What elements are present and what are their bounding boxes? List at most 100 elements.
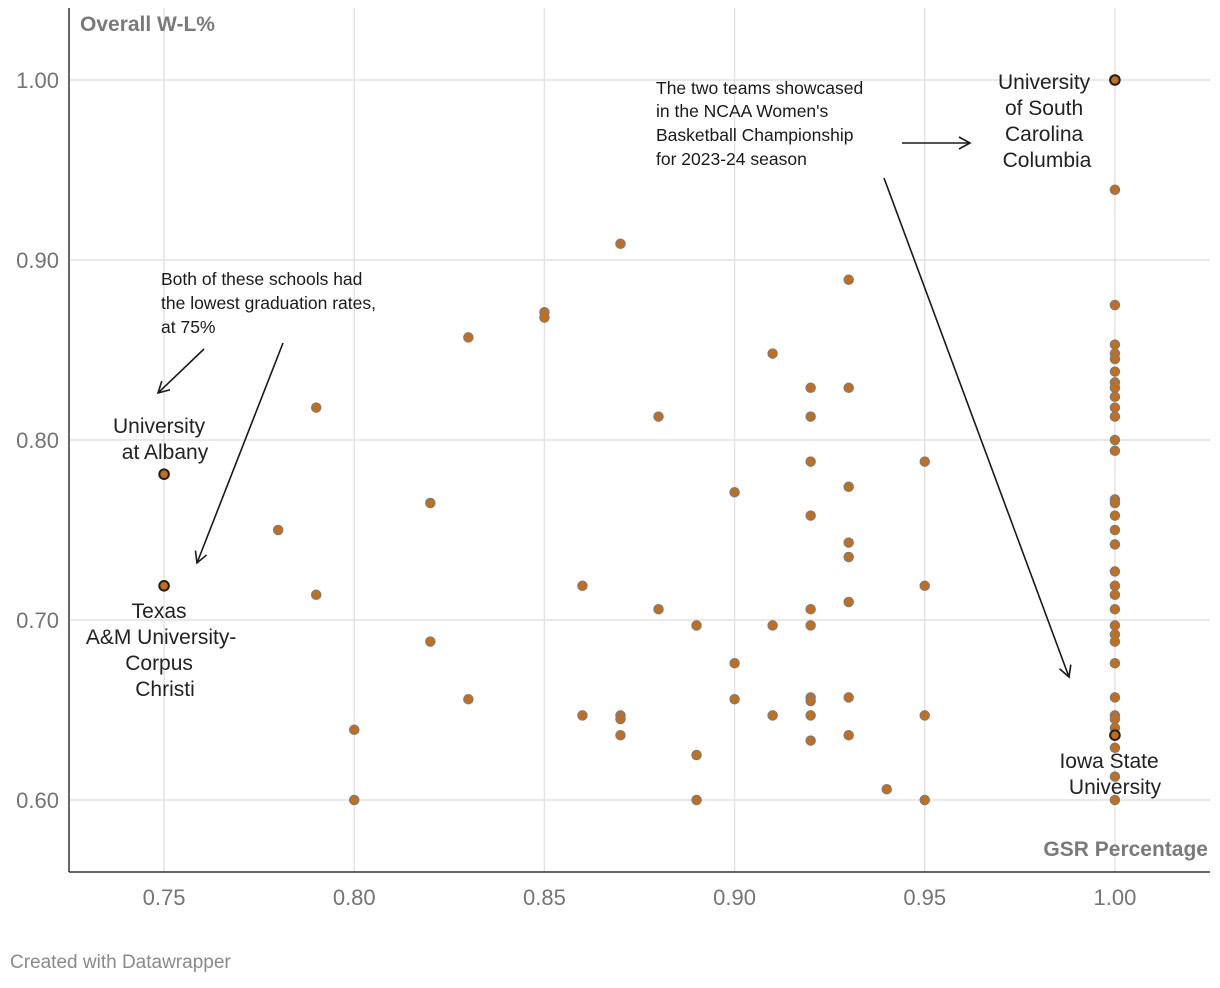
data-point [729, 657, 740, 669]
data-point [1109, 589, 1121, 601]
data-point [805, 411, 816, 422]
label-south-carolina: University of South Carolina Columbia [998, 71, 1096, 172]
x-tick-label: 0.90 [713, 885, 756, 910]
data-point [843, 274, 854, 286]
data-point [1109, 184, 1121, 196]
data-point [805, 735, 816, 746]
data-point [767, 620, 778, 631]
data-point [1109, 580, 1121, 592]
data-point [805, 695, 816, 707]
data-point [1109, 524, 1121, 536]
data-point [805, 620, 816, 631]
data-point [1109, 434, 1121, 446]
championship-arrow-to-iowa-state [883, 177, 1072, 679]
data-point [615, 238, 626, 250]
y-tick-label: 1.00 [16, 68, 59, 93]
data-point [653, 603, 664, 615]
data-point [615, 713, 626, 725]
data-point [843, 537, 854, 548]
data-point [1109, 299, 1121, 311]
data-point [348, 724, 360, 736]
data-point [1109, 713, 1121, 725]
data-point [1109, 366, 1121, 377]
data-point [843, 729, 854, 741]
data-point [805, 456, 816, 467]
data-point [425, 636, 436, 647]
data-points [272, 184, 1121, 806]
data-point [1109, 620, 1121, 631]
data-point [805, 510, 816, 521]
data-point [805, 710, 816, 721]
x-tick-label: 1.00 [1094, 885, 1137, 910]
label-iowa-state: Iowa State University [1059, 750, 1164, 799]
highlighted-point-university-of-south-carolina-columbia [1109, 74, 1121, 86]
y-axis-title: Overall W-L% [80, 13, 215, 36]
data-point [1109, 497, 1121, 509]
data-point [1109, 353, 1121, 365]
data-point [1109, 402, 1121, 413]
data-point [843, 551, 854, 563]
data-point [1109, 391, 1121, 403]
data-point [691, 794, 702, 806]
y-tick-label: 0.70 [16, 608, 59, 633]
highlighted-points [158, 74, 1121, 742]
data-point [805, 382, 816, 394]
x-tick-label: 0.80 [333, 885, 376, 910]
data-point [463, 332, 474, 343]
x-tick-label: 0.95 [903, 885, 946, 910]
data-point [425, 497, 436, 509]
data-point [1109, 603, 1121, 615]
label-albany: University at Albany [113, 415, 211, 464]
x-axis-title: GSR Percentage [1043, 838, 1208, 861]
data-point [577, 710, 588, 721]
label-texas-am: Texas A&M University- Corpus Christi [86, 600, 242, 701]
data-point [1109, 510, 1121, 521]
data-point [1109, 339, 1121, 350]
data-point [539, 312, 550, 323]
data-point [1109, 382, 1121, 394]
data-point [843, 382, 854, 394]
data-point [843, 481, 854, 493]
data-point [1109, 771, 1121, 782]
data-point [691, 620, 702, 631]
data-point [1109, 657, 1121, 669]
x-tick-label: 0.75 [143, 885, 186, 910]
data-point [843, 596, 854, 608]
data-point [767, 710, 778, 721]
data-point [691, 749, 702, 761]
footer-credit: Created with Datawrapper [10, 952, 231, 973]
y-tick-label: 0.80 [16, 428, 59, 453]
data-point [1109, 742, 1121, 754]
data-point [1109, 794, 1121, 806]
highlighted-point-university-at-albany [158, 468, 170, 481]
y-tick-label: 0.60 [16, 788, 59, 813]
highlighted-point-texas-a-m-university-corpus-christi [158, 580, 170, 592]
data-point [1109, 636, 1121, 647]
data-point [1109, 539, 1121, 550]
scatter-chart: 0.75 0.80 0.85 0.90 0.95 1.00 0.60 0.70 0.80 0.9… [16, 8, 1210, 910]
data-point [348, 794, 360, 806]
data-point [729, 693, 740, 705]
data-point [653, 411, 664, 422]
data-point [310, 402, 322, 413]
data-point [463, 693, 474, 705]
data-point [919, 580, 931, 592]
data-point [1109, 445, 1121, 457]
data-point [919, 794, 931, 806]
data-point [729, 486, 740, 498]
data-point [615, 729, 626, 741]
lowest-grad-arrow-to-albany [156, 348, 205, 395]
data-point [310, 589, 322, 601]
x-tick-label: 0.85 [523, 885, 566, 910]
annotation-lowest-grad: Both of these schools had the lowest gra… [161, 269, 381, 337]
data-point [577, 580, 588, 592]
data-point [881, 783, 892, 795]
data-point [767, 348, 778, 359]
y-tick-label: 0.90 [16, 248, 59, 273]
data-point [805, 603, 816, 615]
annotation-championship: The two teams showcased in the NCAA Wome… [656, 78, 868, 169]
data-point [1109, 411, 1121, 422]
data-point [272, 524, 284, 536]
data-point [919, 456, 931, 467]
data-point [843, 692, 854, 703]
